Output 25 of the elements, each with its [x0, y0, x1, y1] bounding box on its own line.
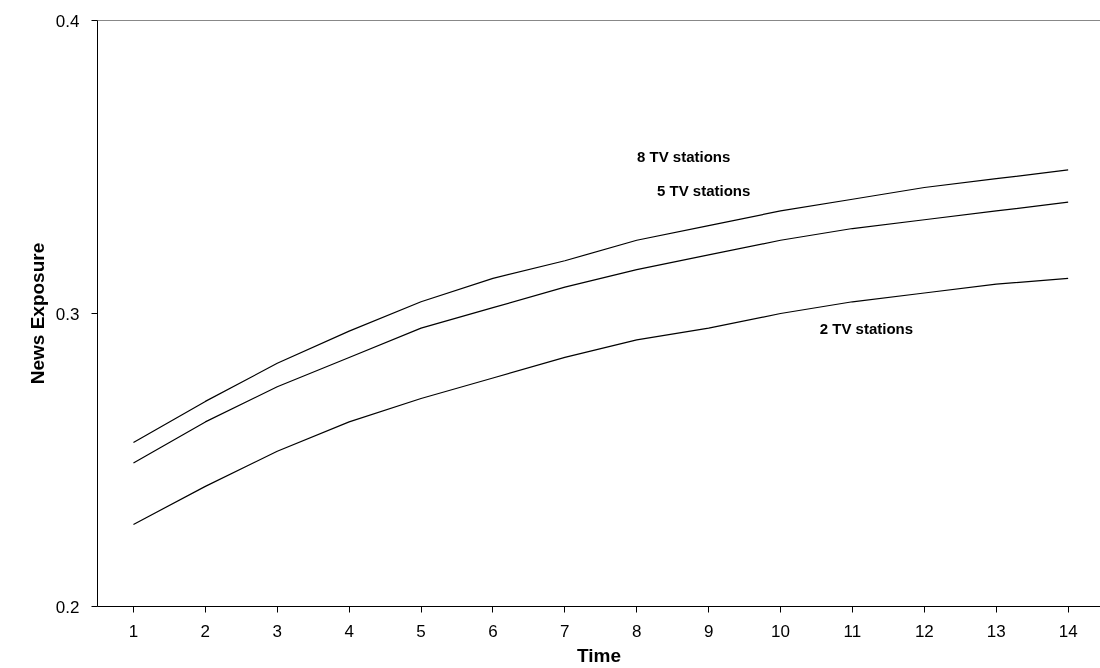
x-tick-label: 4 — [344, 621, 354, 641]
x-tick-label: 2 — [200, 621, 211, 641]
y-tick-label: 0.2 — [55, 597, 80, 617]
x-tick-label: 6 — [488, 621, 498, 641]
x-tick-label: 3 — [272, 621, 282, 641]
annotation: 5 TV stations — [656, 182, 751, 200]
x-tick-label: 10 — [771, 621, 791, 641]
x-tick-label: 7 — [560, 621, 570, 641]
x-tick-label: 11 — [843, 621, 862, 641]
y-tick-label: 0.3 — [55, 304, 80, 324]
x-tick-label: 13 — [986, 621, 1006, 641]
x-tick-label: 8 — [632, 621, 642, 641]
y-tick-label: 0.4 — [55, 11, 80, 31]
line-series — [132, 169, 1069, 444]
x-axis-title: Time — [577, 644, 622, 666]
annotation: 8 TV stations — [636, 148, 731, 166]
annotation: 2 TV stations — [819, 320, 914, 338]
x-tick-label: 14 — [1058, 621, 1078, 641]
line-series — [132, 201, 1069, 464]
x-tick-label: 12 — [914, 621, 934, 641]
x-tick-label: 5 — [416, 621, 426, 641]
x-tick-label: 9 — [703, 621, 714, 641]
x-tick-label: 1 — [128, 621, 139, 641]
line-series — [132, 277, 1069, 526]
y-axis-title: News Exposure — [26, 242, 48, 385]
